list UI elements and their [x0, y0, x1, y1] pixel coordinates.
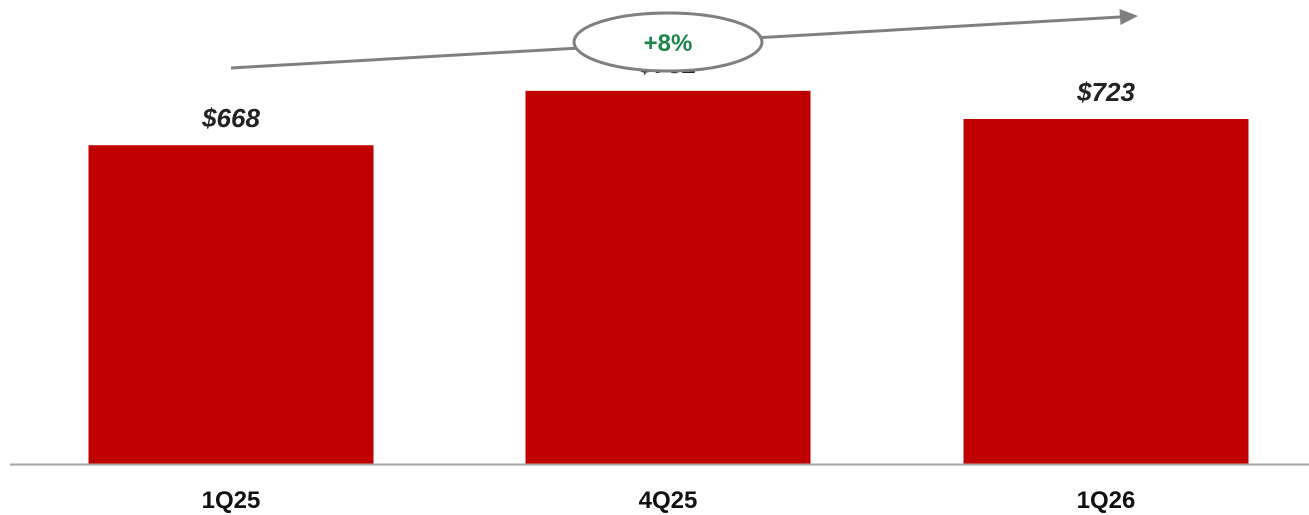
category-label-1Q26: 1Q26	[1077, 487, 1136, 514]
bars-group	[88, 90, 1249, 465]
bar-1Q25	[88, 145, 374, 464]
category-label-1Q25: 1Q25	[202, 487, 261, 514]
trend-arrowhead	[1119, 9, 1138, 25]
value-label-1Q26: $723	[1076, 77, 1135, 107]
bar-4Q25	[525, 90, 811, 465]
category-label-4Q25: 4Q25	[639, 487, 698, 514]
growth-annotation: +8%	[230, 9, 1138, 73]
bar-1Q26	[963, 118, 1249, 464]
growth-label: +8%	[644, 30, 693, 57]
value-label-1Q25: $668	[201, 103, 260, 133]
growth-ellipse	[572, 11, 764, 73]
category-labels-group: 1Q25 4Q25 1Q26	[202, 487, 1136, 514]
